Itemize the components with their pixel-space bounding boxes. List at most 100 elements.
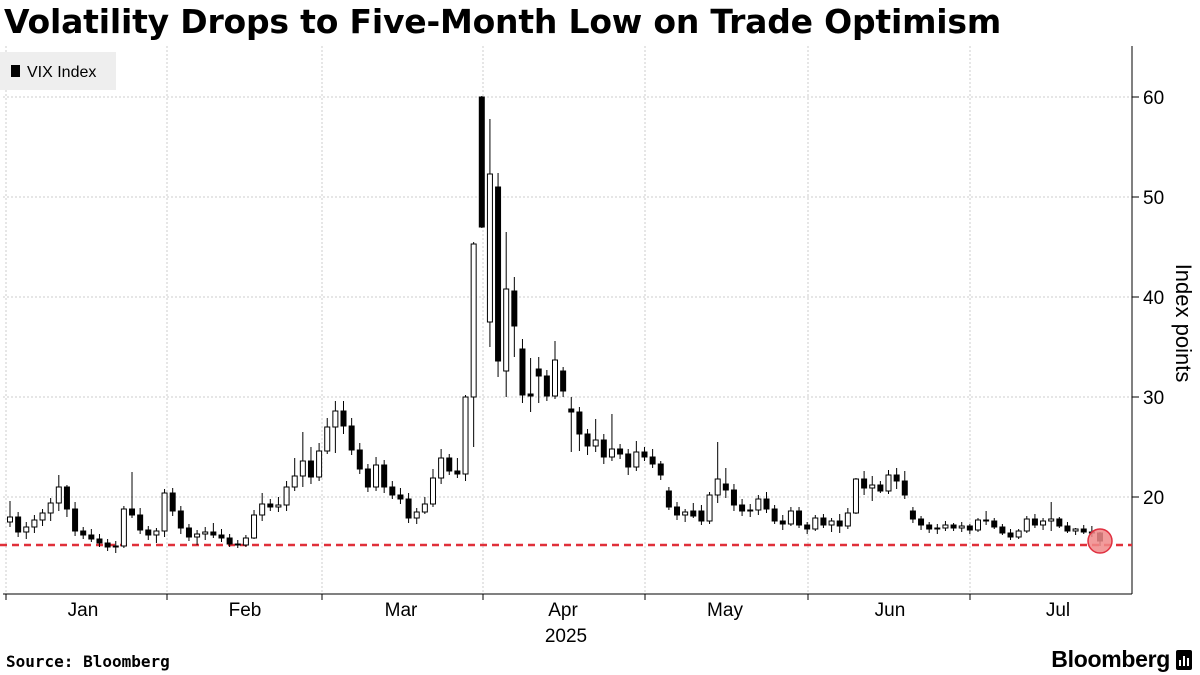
candle: [462, 395, 469, 481]
candle: [796, 507, 803, 528]
candle: [576, 407, 583, 451]
candle-body-up: [373, 464, 380, 488]
candle: [877, 481, 884, 493]
candle: [234, 540, 241, 548]
candle-body-up: [852, 478, 859, 514]
candle-body-down: [950, 524, 957, 529]
candle-body-down: [446, 457, 453, 472]
candle-body-down: [177, 510, 184, 529]
candle: [389, 481, 396, 499]
candle: [429, 469, 436, 507]
candle-body-up: [120, 508, 127, 547]
candle-body-up: [161, 492, 168, 532]
candle: [340, 401, 347, 434]
candle-body-up: [275, 504, 282, 508]
candle-body-down: [649, 456, 656, 465]
candle-body-down: [63, 486, 70, 510]
candle-body-up: [47, 502, 54, 514]
candle: [698, 505, 705, 525]
candle: [714, 442, 721, 503]
candle: [218, 529, 225, 542]
candle: [682, 509, 689, 522]
candle-body-down: [234, 543, 241, 546]
candle-body-up: [31, 519, 38, 528]
candle-body-down: [96, 538, 103, 544]
candle: [153, 528, 160, 543]
candle-body-down: [218, 534, 225, 539]
candle-body-down: [722, 483, 729, 491]
candle: [1072, 528, 1079, 535]
candle: [584, 429, 591, 455]
candle: [706, 492, 713, 524]
legend-swatch: [11, 65, 20, 77]
legend-label: VIX Index: [27, 64, 96, 81]
candle: [470, 242, 477, 447]
candle: [145, 526, 152, 540]
candle-body-down: [1007, 532, 1014, 538]
candle: [242, 535, 249, 547]
candle-body-down: [389, 486, 396, 496]
candle-body-down: [478, 96, 485, 228]
candle-body-down: [877, 484, 884, 492]
candle: [7, 501, 13, 527]
candle-body-up: [885, 474, 892, 492]
candle: [527, 358, 534, 412]
candle-body-up: [787, 510, 794, 525]
candle-body-down: [763, 498, 770, 510]
candle-body-down: [340, 410, 347, 427]
candle-body-up: [1023, 518, 1030, 532]
candle-body-up: [844, 512, 851, 527]
candle: [72, 502, 79, 536]
candle-body-down: [307, 460, 314, 478]
candle-body-down: [584, 433, 591, 447]
candle-body-down: [226, 537, 233, 545]
candle-body-down: [1056, 518, 1063, 527]
candle: [730, 484, 737, 511]
candle: [503, 232, 510, 397]
candle: [364, 464, 371, 492]
candle: [373, 457, 380, 491]
x-tick-label: Apr: [548, 600, 578, 621]
y-tick-label: 20: [1143, 488, 1164, 509]
candle-body-up: [828, 520, 835, 526]
candle-body-up: [1040, 520, 1047, 526]
candle-body-down: [966, 525, 973, 531]
candle: [511, 277, 518, 357]
y-tick-label: 30: [1143, 388, 1164, 409]
axes: 20 30 40 50 60 Jan Feb Mar Apr May Jun Jul: [3, 46, 1164, 621]
candle-body-up: [7, 516, 13, 523]
candle: [316, 443, 323, 481]
candle-body-down: [356, 449, 363, 470]
y-tick-label: 50: [1143, 188, 1164, 209]
candle-body-up: [242, 537, 249, 546]
candle: [1056, 517, 1063, 528]
candle: [486, 119, 493, 347]
candle: [552, 341, 558, 399]
candle-body-down: [15, 516, 22, 533]
candle: [844, 508, 851, 529]
candle: [690, 503, 697, 518]
candle: [251, 510, 258, 539]
candle-body-down: [991, 520, 998, 528]
candle: [405, 493, 412, 523]
candle: [161, 489, 168, 537]
candle-body-down: [519, 348, 526, 396]
candle: [934, 524, 941, 534]
candle: [608, 414, 615, 461]
candle: [137, 508, 144, 534]
candle-body-down: [535, 368, 542, 377]
candle: [291, 458, 298, 491]
candle-body-down: [804, 524, 811, 530]
candle: [55, 475, 62, 511]
candle: [299, 432, 306, 487]
candle: [39, 509, 46, 526]
candle: [1080, 525, 1087, 534]
candle-body-up: [1015, 530, 1022, 538]
candle: [885, 470, 892, 494]
x-tick-label: Jun: [875, 600, 906, 621]
x-tick-label: May: [707, 600, 743, 621]
grid-lines: [3, 46, 1132, 594]
candle: [15, 512, 22, 537]
brand-wordmark: Bloomberg: [1051, 646, 1170, 672]
candle-body-up: [153, 530, 160, 536]
